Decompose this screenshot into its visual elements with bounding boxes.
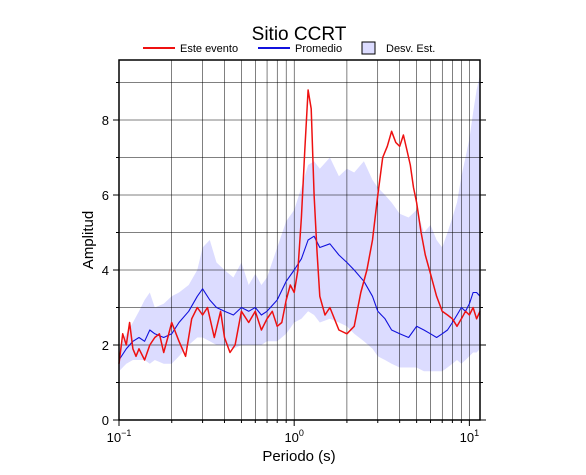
y-tick-label: 6 xyxy=(102,188,109,203)
plot-area xyxy=(118,59,481,421)
x-axis-ticks: 10−1 100 101 xyxy=(107,420,479,445)
y-tick-label: 4 xyxy=(102,263,109,278)
y-tick-label: 8 xyxy=(102,113,109,128)
y-axis-label: Amplitud xyxy=(80,211,97,269)
legend-label-desv-est: Desv. Est. xyxy=(386,43,435,55)
x-tick-label: 10−1 xyxy=(107,428,132,445)
series-line-promedio xyxy=(118,235,481,361)
legend-label-este-evento: Este evento xyxy=(180,43,238,55)
legend-label-promedio: Promedio xyxy=(295,43,342,55)
x-axis-label: Periodo (s) xyxy=(262,448,335,465)
y-tick-label: 2 xyxy=(102,338,109,353)
y-tick-label: 0 xyxy=(102,413,109,428)
series-line-este-evento xyxy=(118,89,481,364)
chart-title: Sitio CCRT xyxy=(252,24,347,45)
legend: Este evento Promedio Desv. Est. xyxy=(143,41,435,55)
y-axis-ticks: 0 2 4 6 8 xyxy=(102,82,486,428)
x-tick-label: 101 xyxy=(460,428,479,445)
plot-frame xyxy=(118,59,481,421)
std-dev-band xyxy=(119,75,480,372)
x-tick-label: 100 xyxy=(284,428,303,445)
legend-swatch-desv-est xyxy=(361,41,376,55)
